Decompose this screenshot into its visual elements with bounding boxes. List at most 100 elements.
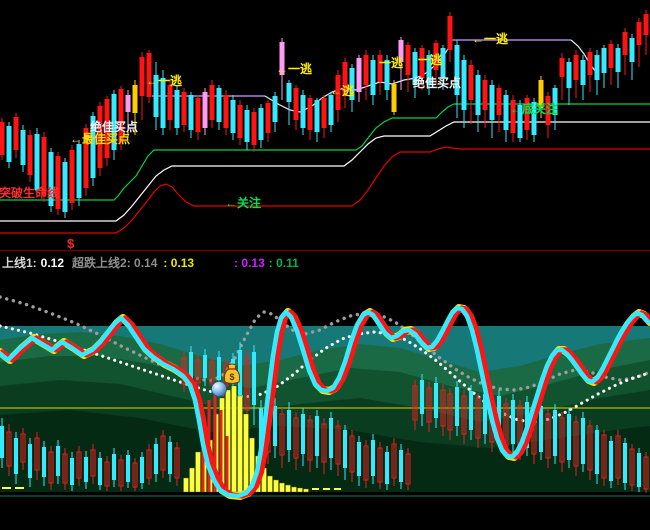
candle <box>203 355 207 378</box>
histogram-bar <box>231 385 237 493</box>
candle <box>553 410 557 456</box>
indicator-header-row: 上线1: 0.12 超跌上线2: 0.14 : 0.13 : 0.13 : 0.… <box>2 253 299 272</box>
histogram-bar <box>297 487 303 493</box>
green-support-step-line <box>0 103 650 201</box>
candle <box>293 417 299 459</box>
candle <box>412 52 418 85</box>
candle <box>307 419 313 461</box>
candle <box>370 60 376 95</box>
candle <box>524 98 530 130</box>
candle <box>181 92 187 125</box>
candle <box>251 112 257 145</box>
histogram-bar <box>243 413 249 493</box>
histogram-bar <box>303 488 309 493</box>
candle <box>483 394 487 434</box>
candle <box>356 58 362 92</box>
candle <box>160 78 166 128</box>
candle <box>573 55 579 80</box>
candle <box>559 417 565 463</box>
candle <box>98 458 102 485</box>
candle <box>20 130 26 165</box>
candle <box>258 108 264 140</box>
candle <box>314 100 320 132</box>
candle <box>259 408 263 448</box>
histogram-bar <box>195 451 201 493</box>
candle <box>223 95 229 128</box>
candle <box>28 444 32 478</box>
candle <box>301 414 305 454</box>
candle <box>104 461 110 487</box>
candle <box>209 361 215 385</box>
candle <box>70 458 74 485</box>
white-mid-step-line <box>0 121 650 222</box>
candle <box>580 60 586 85</box>
histogram-bar <box>183 477 189 493</box>
candle <box>315 416 319 456</box>
candle <box>112 454 116 480</box>
candle <box>469 391 473 430</box>
candle <box>489 85 495 120</box>
candle <box>637 453 641 487</box>
signal-label: 突破生命线 <box>0 185 59 200</box>
candle <box>601 48 607 73</box>
candle <box>287 410 291 450</box>
candle <box>335 75 341 110</box>
candle <box>615 48 621 72</box>
candle <box>195 359 201 384</box>
candle <box>321 98 327 128</box>
candle <box>510 100 516 133</box>
candle <box>517 105 523 138</box>
candle <box>399 450 403 482</box>
candle <box>154 444 158 474</box>
main-panel: 突破生命线$←一逃←一逃←逃一逃 一逃←一逃绝佳买点←最佳买点绝佳买点←关注←底关… <box>0 10 650 251</box>
candle <box>384 60 390 90</box>
histogram-bar <box>267 475 273 493</box>
candle <box>14 438 18 474</box>
candle <box>139 57 145 96</box>
candle <box>601 434 607 479</box>
candle <box>503 95 509 130</box>
signal-label: 一逃 <box>418 52 443 67</box>
candle <box>90 449 96 477</box>
candle <box>55 156 61 209</box>
candle <box>622 32 628 55</box>
candle <box>573 421 579 467</box>
candle <box>643 14 649 35</box>
candle <box>202 92 208 128</box>
candle <box>538 80 544 108</box>
candle <box>629 38 635 62</box>
candle <box>140 457 144 483</box>
candle <box>609 441 613 481</box>
histogram-bar <box>285 484 291 493</box>
candle <box>69 150 75 203</box>
candle <box>482 80 488 110</box>
signal-label: ←一逃 <box>472 31 509 46</box>
candle <box>34 134 40 190</box>
indicator-value: : 0.11 <box>268 255 299 270</box>
candle <box>252 352 256 405</box>
signal-label: ←逃 <box>330 83 355 98</box>
candle <box>34 437 40 471</box>
candle <box>27 135 33 175</box>
histogram-bar-red <box>201 424 205 492</box>
candle <box>468 65 474 100</box>
indicator-value: : 0.13 <box>234 255 265 270</box>
candle <box>419 48 425 78</box>
candle <box>447 16 453 50</box>
indicator-value-label: 上线1: <box>2 256 37 270</box>
candle <box>391 443 397 479</box>
histogram-bar-red <box>219 410 223 492</box>
candle <box>511 400 515 444</box>
candle <box>118 459 124 487</box>
candle <box>371 440 375 476</box>
candle <box>342 62 348 96</box>
dotted-ma-white <box>0 324 650 424</box>
candle <box>279 413 285 456</box>
ribbon <box>0 304 650 500</box>
candle <box>126 455 130 482</box>
candle <box>587 425 593 471</box>
candle <box>300 95 306 128</box>
signal-label: 一逃 <box>379 55 404 70</box>
candle <box>244 110 250 142</box>
